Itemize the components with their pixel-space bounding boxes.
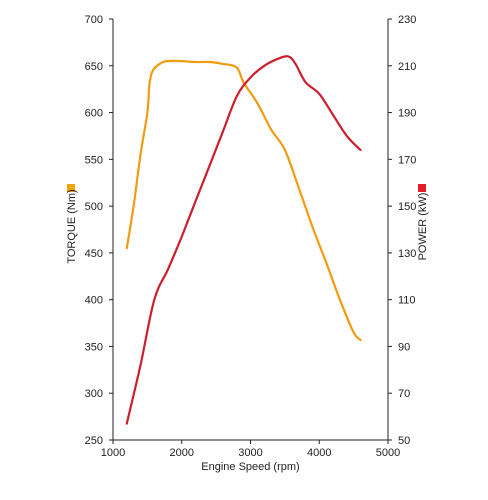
x-tick-label: 3000 bbox=[238, 447, 262, 459]
right-tick-label: 210 bbox=[398, 61, 416, 73]
x-axis-ticks: 1000 2000 3000 4000 5000 bbox=[101, 440, 400, 459]
left-tick-label: 650 bbox=[85, 61, 103, 73]
left-tick-label: 500 bbox=[85, 201, 103, 213]
series-layer bbox=[125, 55, 362, 425]
right-tick-label: 50 bbox=[398, 435, 410, 447]
left-tick-label: 550 bbox=[85, 154, 103, 166]
right-tick-label: 170 bbox=[398, 154, 416, 166]
x-tick-label: 1000 bbox=[101, 447, 125, 459]
right-tick-label: 150 bbox=[398, 201, 416, 213]
power-line bbox=[125, 55, 362, 425]
torque-line bbox=[125, 59, 362, 341]
right-tick-label: 70 bbox=[398, 388, 410, 400]
x-tick-label: 5000 bbox=[376, 447, 400, 459]
right-axis-title: POWER (kW) bbox=[417, 193, 429, 261]
left-tick-label: 450 bbox=[85, 248, 103, 260]
x-tick-label: 2000 bbox=[170, 447, 194, 459]
left-tick-label: 300 bbox=[85, 388, 103, 400]
left-axis-title: TORQUE (Nm) bbox=[66, 189, 78, 263]
right-axis-ticks: 50 70 90 110 130 150 170 190 210 230 bbox=[388, 14, 416, 447]
right-tick-label: 110 bbox=[398, 295, 416, 307]
right-tick-label: 130 bbox=[398, 248, 416, 260]
right-tick-label: 230 bbox=[398, 14, 416, 26]
left-tick-label: 350 bbox=[85, 341, 103, 353]
left-tick-label: 400 bbox=[85, 295, 103, 307]
torque-legend-marker bbox=[67, 184, 75, 192]
left-tick-label: 700 bbox=[85, 14, 103, 26]
plot-frame bbox=[112, 19, 389, 441]
x-axis-title: Engine Speed (rpm) bbox=[201, 461, 299, 473]
right-tick-label: 90 bbox=[398, 341, 410, 353]
left-axis-ticks: 250 300 350 400 450 500 550 600 650 700 bbox=[85, 14, 113, 447]
right-tick-label: 190 bbox=[398, 108, 416, 120]
left-tick-label: 600 bbox=[85, 108, 103, 120]
power-legend-marker bbox=[418, 184, 426, 192]
x-tick-label: 4000 bbox=[307, 447, 331, 459]
left-tick-label: 250 bbox=[85, 435, 103, 447]
